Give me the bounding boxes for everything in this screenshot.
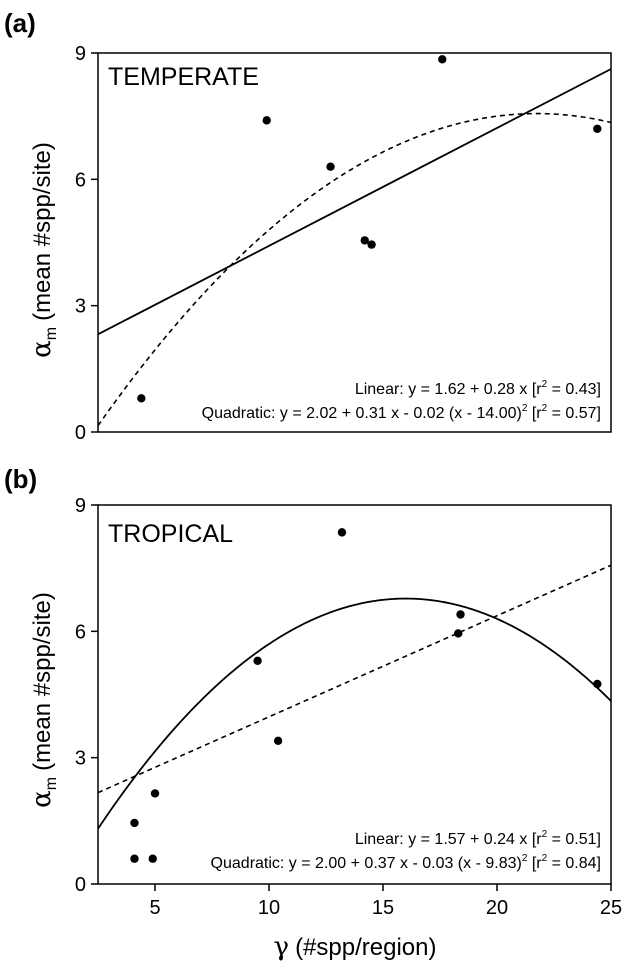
quadratic-equation-b: Quadratic: y = 2.00 + 0.37 x - 0.03 (x -… — [211, 853, 601, 872]
quadratic-fit-curve — [98, 597, 611, 830]
x-tick-label: 20 — [486, 897, 508, 919]
x-tick-label: 25 — [600, 897, 622, 919]
svg-text:αm(mean #spp/site): αm (mean #spp/site) — [27, 142, 60, 358]
data-point — [438, 55, 447, 64]
data-point — [262, 116, 271, 125]
region-title-temperate: TEMPERATE — [108, 63, 259, 91]
fit-lines-a — [98, 68, 611, 427]
data-point — [454, 629, 463, 638]
panel-label-a: (a) — [4, 8, 36, 38]
y-tick-label: 6 — [75, 169, 86, 191]
panel-temperate: (a) 0 3 6 9 αm (mean #spp/site) TEMPERATE Li… — [4, 8, 612, 444]
y-tick-label: 0 — [75, 874, 86, 896]
y-axis-subscript-b: m — [43, 777, 60, 790]
y-tick-label: 0 — [75, 422, 86, 444]
data-point — [593, 124, 602, 133]
x-tick-label: 10 — [258, 897, 280, 919]
x-axis-label: γ (#spp/region) — [274, 932, 437, 962]
linear-fit-line — [98, 564, 611, 794]
y-axis-text-b: (mean #spp/site) — [29, 592, 56, 771]
quadratic-fit-curve — [98, 112, 611, 427]
x-tick-label: 5 — [149, 897, 160, 919]
data-point — [253, 656, 262, 666]
y-axis-symbol-b: α — [27, 790, 57, 808]
data-point — [593, 679, 602, 689]
data-point — [273, 736, 283, 746]
data-point — [150, 789, 160, 798]
y-tick-label: 9 — [75, 43, 86, 65]
y-axis-symbol-a: α — [27, 340, 57, 358]
y-ticks-b: 0 3 6 9 — [75, 495, 98, 896]
y-axis-text-a: (mean #spp/site) — [29, 142, 56, 321]
data-point — [367, 240, 376, 249]
linear-equation-a: Linear: y = 1.62 + 0.28 x [r2 = 0.43] — [355, 379, 601, 398]
data-point — [456, 610, 465, 619]
y-tick-label: 9 — [75, 495, 86, 517]
y-axis-subscript-a: m — [43, 327, 60, 340]
panel-tropical: (b) 0 3 6 9 5 10 15 20 25 αm (mean #spp/site) γ(… — [4, 464, 622, 962]
data-points-a — [137, 55, 602, 403]
x-tick-label: 15 — [372, 897, 394, 919]
plot-frame-b — [97, 504, 612, 885]
data-point — [360, 236, 369, 245]
plot-frame-a — [97, 52, 612, 433]
quadratic-equation-a: Quadratic: y = 2.02 + 0.31 x - 0.02 (x -… — [202, 403, 601, 422]
region-title-tropical: TROPICAL — [108, 520, 233, 548]
y-axis-label-b: αm (mean #spp/site) — [27, 592, 60, 808]
data-point — [148, 854, 157, 863]
data-points-b — [130, 528, 602, 863]
data-point — [137, 394, 146, 403]
y-axis-label-a: αm (mean #spp/site) — [27, 142, 60, 358]
data-point — [337, 528, 347, 537]
y-tick-label: 3 — [75, 296, 86, 318]
x-axis-symbol: γ — [274, 932, 290, 962]
x-axis-text: (#spp/region) — [295, 934, 436, 961]
data-point — [130, 854, 139, 863]
svg-text:αm(mean #spp/site): αm (mean #spp/site) — [27, 592, 60, 808]
fit-lines-b — [98, 564, 611, 830]
x-ticks-b: 5 10 15 20 25 — [149, 884, 622, 919]
linear-equation-b: Linear: y = 1.57 + 0.24 x [r2 = 0.51] — [355, 829, 601, 848]
data-point — [326, 162, 335, 171]
y-ticks-a: 0 3 6 9 — [75, 43, 98, 444]
y-tick-label: 3 — [75, 748, 86, 770]
panel-label-b: (b) — [4, 464, 37, 494]
data-point — [130, 818, 139, 828]
y-tick-label: 6 — [75, 621, 86, 643]
linear-fit-line — [98, 68, 611, 336]
